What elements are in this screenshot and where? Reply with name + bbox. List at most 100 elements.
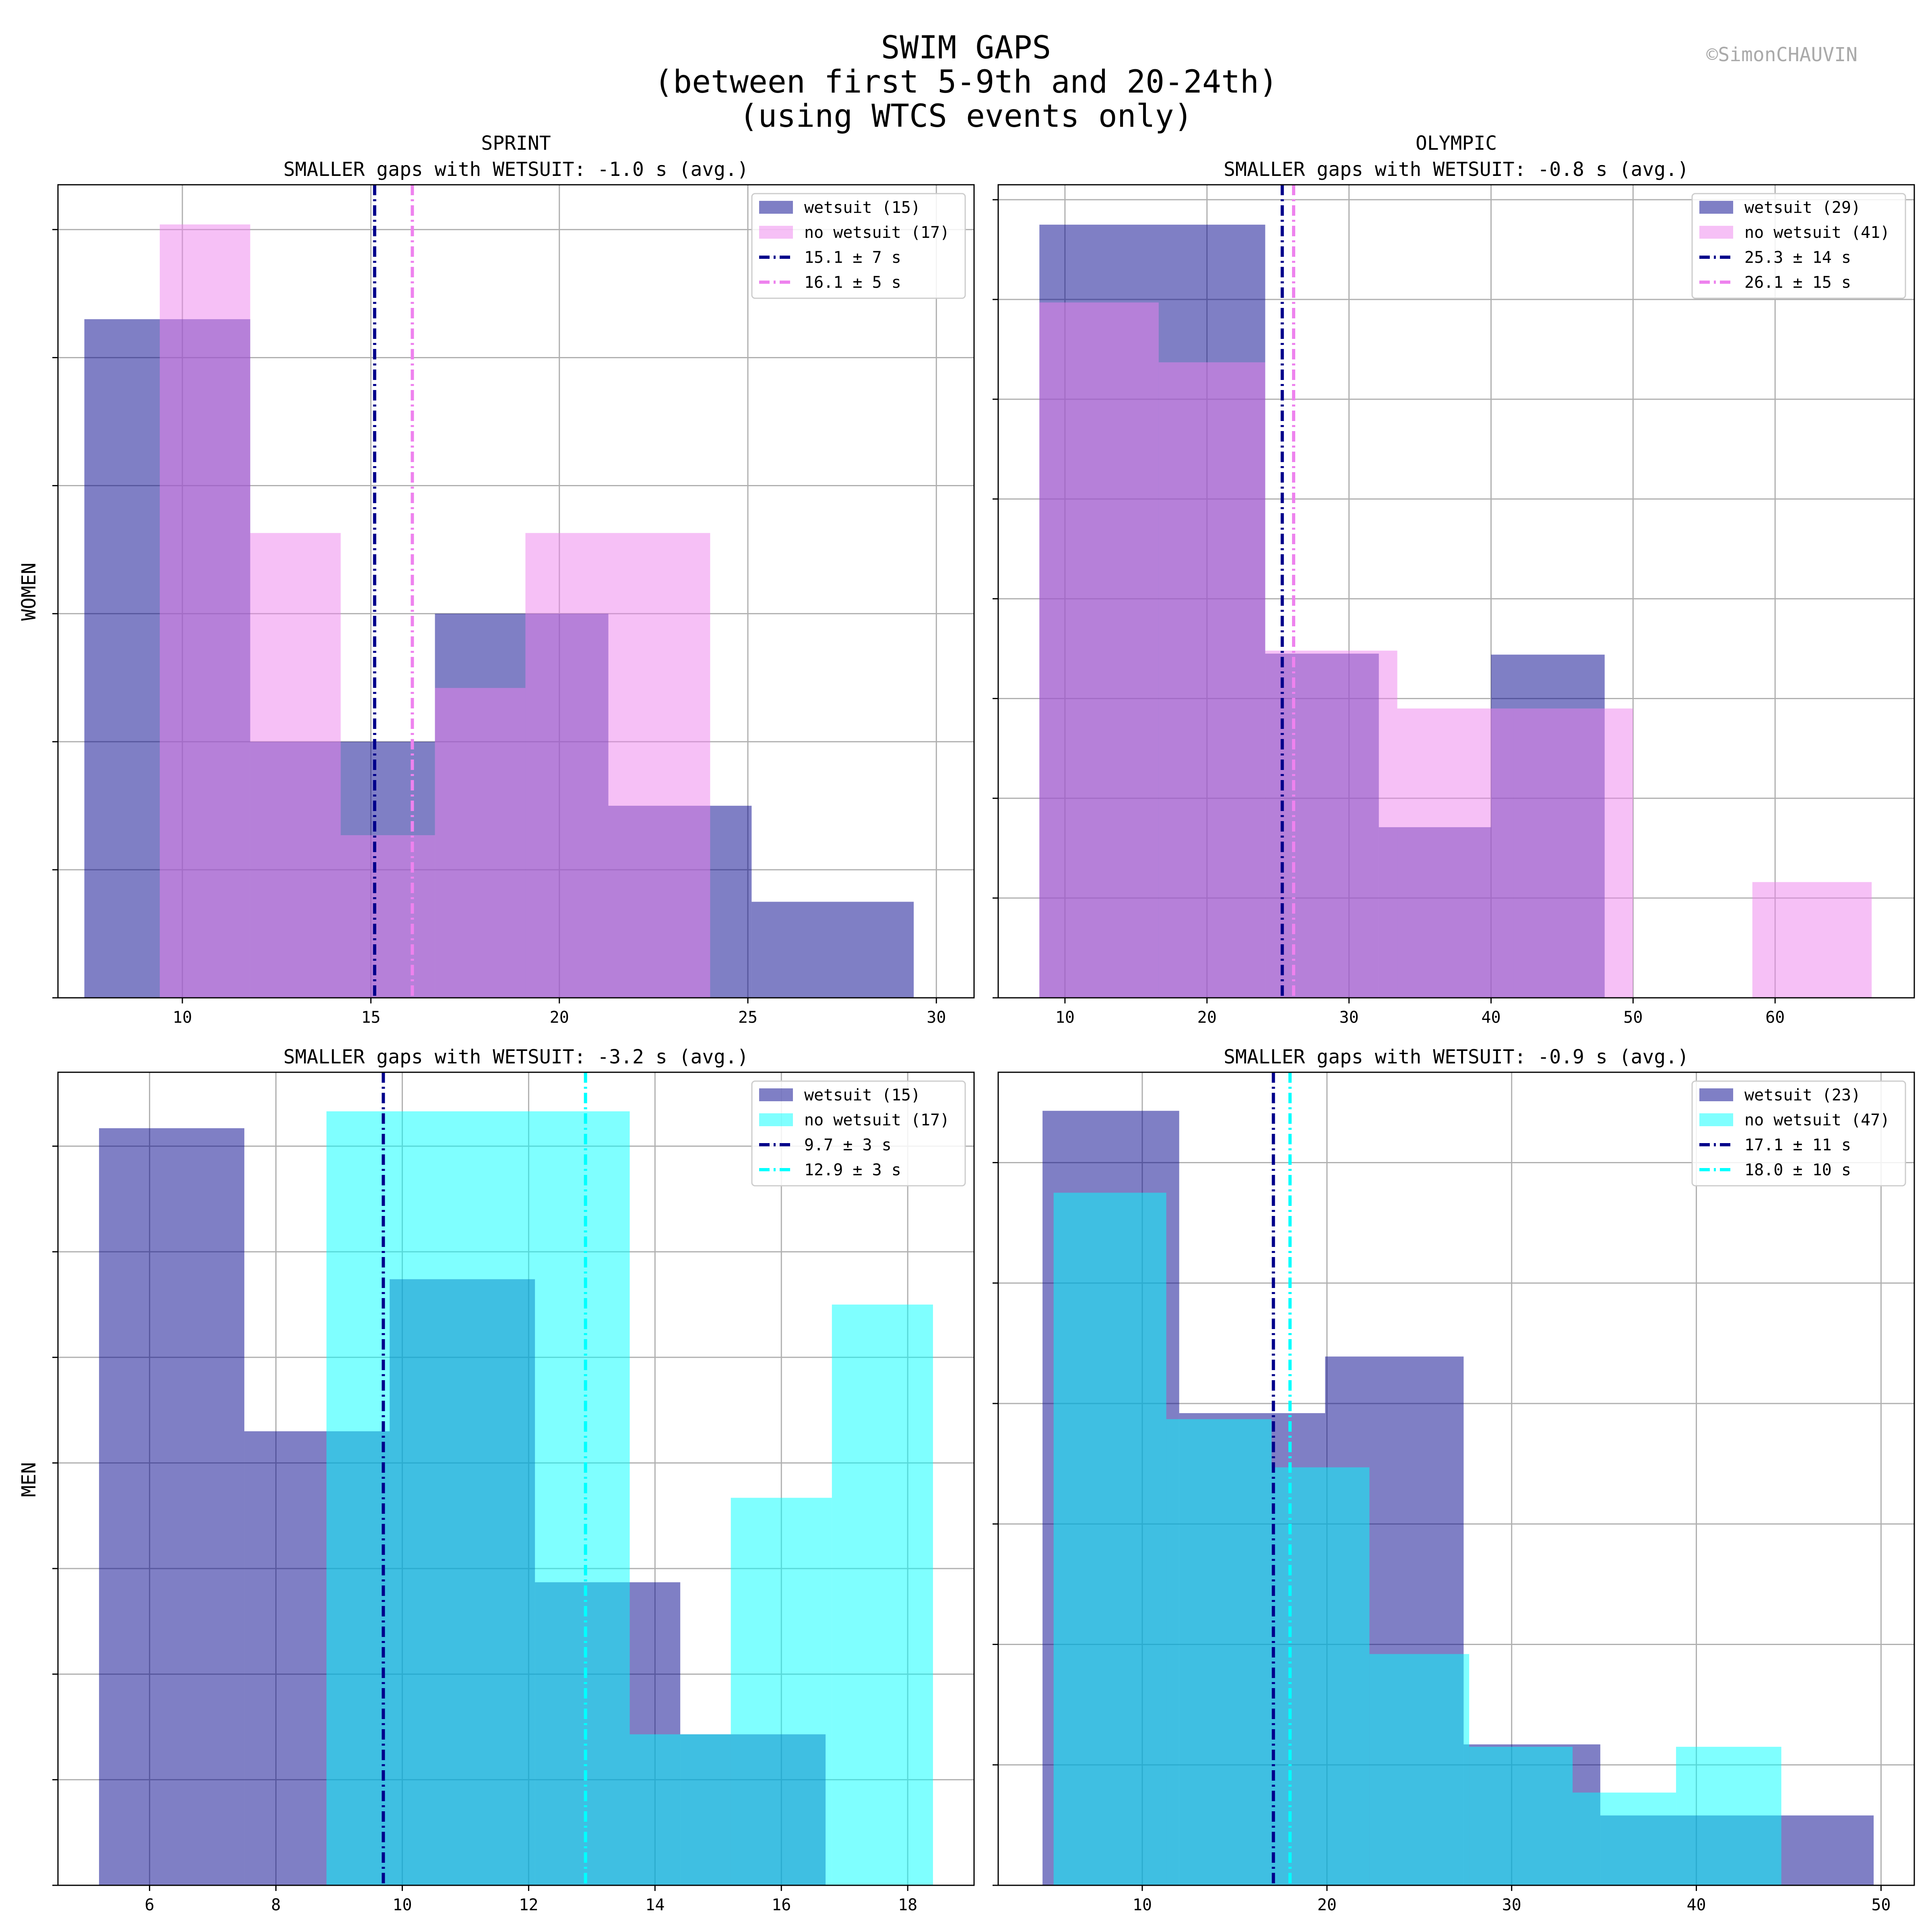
- bar: [341, 835, 435, 998]
- column-title-olympic: OLYMPIC: [1416, 132, 1497, 155]
- bar: [525, 533, 609, 998]
- panels: 10 15 20 25 30 SMALLER gaps with WETSUIT: -1.…: [52, 158, 1915, 1914]
- ticks: [52, 229, 937, 1003]
- row-label-men: MEN: [18, 1462, 40, 1497]
- x-tick-label: 30: [1502, 1896, 1521, 1914]
- bar: [1513, 708, 1633, 998]
- legend-label: no wetsuit (47): [1744, 1111, 1890, 1129]
- bar: [1469, 1746, 1573, 1885]
- legend: wetsuit (23)no wetsuit (47) 17.1 ± 11 s …: [1691, 1080, 1906, 1187]
- x-tick-label: 50: [1623, 1008, 1643, 1027]
- series-no-wetsuit: [326, 1111, 933, 1885]
- legend-label: 26.1 ± 15 s: [1744, 273, 1851, 292]
- bar: [1271, 1467, 1370, 1885]
- legend: wetsuit (15) no wetsuit (17) 15.1 ± 7 s 1…: [751, 193, 966, 299]
- ticks: [52, 1146, 908, 1891]
- legend-label: 25.3 ± 14 s: [1744, 248, 1851, 267]
- legend-label: 16.1 ± 5 s: [804, 273, 901, 292]
- bar: [1397, 708, 1514, 998]
- legend-patch: [759, 201, 793, 214]
- panel-title: SMALLER gaps with WETSUIT: -1.0 s (avg.): [283, 158, 749, 181]
- x-tick-label: 20: [1197, 1008, 1217, 1027]
- figure-title-line-3: (using WTCS events only): [739, 98, 1193, 134]
- x-tick-label: 25: [738, 1008, 758, 1027]
- x-tick-label: 20: [1317, 1896, 1337, 1914]
- bars: [99, 1111, 933, 1885]
- bar: [1053, 1193, 1166, 1885]
- legend-patch: [759, 226, 793, 239]
- bar: [1039, 302, 1159, 998]
- bar: [250, 533, 341, 998]
- bar: [435, 688, 526, 998]
- legend-label: no wetsuit (41): [1744, 223, 1890, 242]
- legend: wetsuit (15) no wetsuit (17) 9.7 ± 3 s 12…: [751, 1080, 966, 1187]
- panel-men-sprint: 6 8 10 12 14 16 18 SMALLER gaps with WETSUIT: -…: [52, 1046, 975, 1914]
- x-tick-label: 18: [898, 1896, 917, 1914]
- column-title-sprint: SPRINT: [481, 132, 551, 155]
- x-tick-label: 40: [1481, 1008, 1501, 1027]
- legend-label: 18.0 ± 10 s: [1744, 1161, 1851, 1179]
- figure-title-line-2: (between first 5-9th and 20-24th): [654, 64, 1278, 100]
- legend-label: no wetsuit (17): [804, 1111, 949, 1129]
- x-tick-label: 10: [173, 1008, 192, 1027]
- bar: [1166, 1419, 1272, 1885]
- bar: [731, 1498, 832, 1885]
- row-label-women: WOMEN: [18, 563, 40, 621]
- legend-patch: [759, 1113, 793, 1126]
- bar: [630, 1734, 731, 1885]
- bar: [751, 902, 914, 998]
- x-tick-label: 8: [271, 1896, 281, 1914]
- x-tick-label: 10: [392, 1896, 412, 1914]
- legend-frame: [1691, 1080, 1906, 1187]
- legend-frame: [751, 193, 966, 299]
- legend-label: wetsuit (15): [804, 198, 921, 217]
- bars: [1042, 1110, 1874, 1885]
- ticks: [993, 1162, 1882, 1891]
- x-tick-label: 50: [1871, 1896, 1891, 1914]
- x-tick-label: 10: [1055, 1008, 1075, 1027]
- bar: [326, 1111, 630, 1885]
- panel-women-olympic: 10 20 30 40 50 60 SMALLER gaps with WETSUIT: -…: [993, 158, 1915, 1027]
- x-tick-label: 30: [927, 1008, 946, 1027]
- legend-frame: [1691, 193, 1906, 299]
- x-tick-label: 6: [145, 1896, 155, 1914]
- bar: [1158, 362, 1265, 998]
- panel-men-olympic: 10 20 30 40 50 SMALLER gaps with WETSUIT: -0.…: [993, 1046, 1915, 1914]
- x-tick-label: 14: [645, 1896, 665, 1914]
- legend-label: 17.1 ± 11 s: [1744, 1136, 1851, 1154]
- watermark: ©SimonCHAUVIN: [1706, 43, 1858, 66]
- axes-frame: [997, 1071, 1915, 1886]
- series-no-wetsuit: [1053, 1193, 1781, 1885]
- bar: [832, 1305, 933, 1885]
- legend-frame: [751, 1080, 966, 1187]
- figure-title-line-1: SWIM GAPS: [881, 30, 1051, 66]
- bars: [1039, 225, 1872, 998]
- legend-patch: [1699, 201, 1733, 214]
- x-tick-label: 40: [1686, 1896, 1706, 1914]
- series-no-wetsuit: [159, 224, 710, 998]
- bar: [1573, 1792, 1676, 1885]
- bar: [99, 1128, 245, 1885]
- panel-women-sprint: 10 15 20 25 30 SMALLER gaps with WETSUIT: -1.…: [52, 158, 975, 1027]
- legend-patch: [1699, 1113, 1733, 1126]
- x-tick-label: 16: [772, 1896, 791, 1914]
- bar: [1676, 1746, 1781, 1885]
- bar: [1752, 882, 1872, 998]
- panel-title: SMALLER gaps with WETSUIT: -0.8 s (avg.): [1224, 158, 1689, 181]
- legend-patch: [759, 1088, 793, 1101]
- legend-label: 15.1 ± 7 s: [804, 248, 901, 267]
- x-tick-label: 12: [519, 1896, 538, 1914]
- x-tick-label: 20: [550, 1008, 569, 1027]
- bar: [1265, 650, 1397, 998]
- axes-frame: [57, 184, 975, 999]
- axes-frame: [57, 1071, 975, 1886]
- legend-label: 12.9 ± 3 s: [804, 1161, 901, 1179]
- x-tick-label: 15: [361, 1008, 380, 1027]
- bar: [608, 533, 710, 998]
- bar: [159, 224, 250, 998]
- legend-patch: [1699, 226, 1733, 239]
- legend-patch: [1699, 1088, 1733, 1101]
- legend-label: wetsuit (15): [804, 1086, 921, 1104]
- panel-title: SMALLER gaps with WETSUIT: -0.9 s (avg.): [1224, 1046, 1689, 1068]
